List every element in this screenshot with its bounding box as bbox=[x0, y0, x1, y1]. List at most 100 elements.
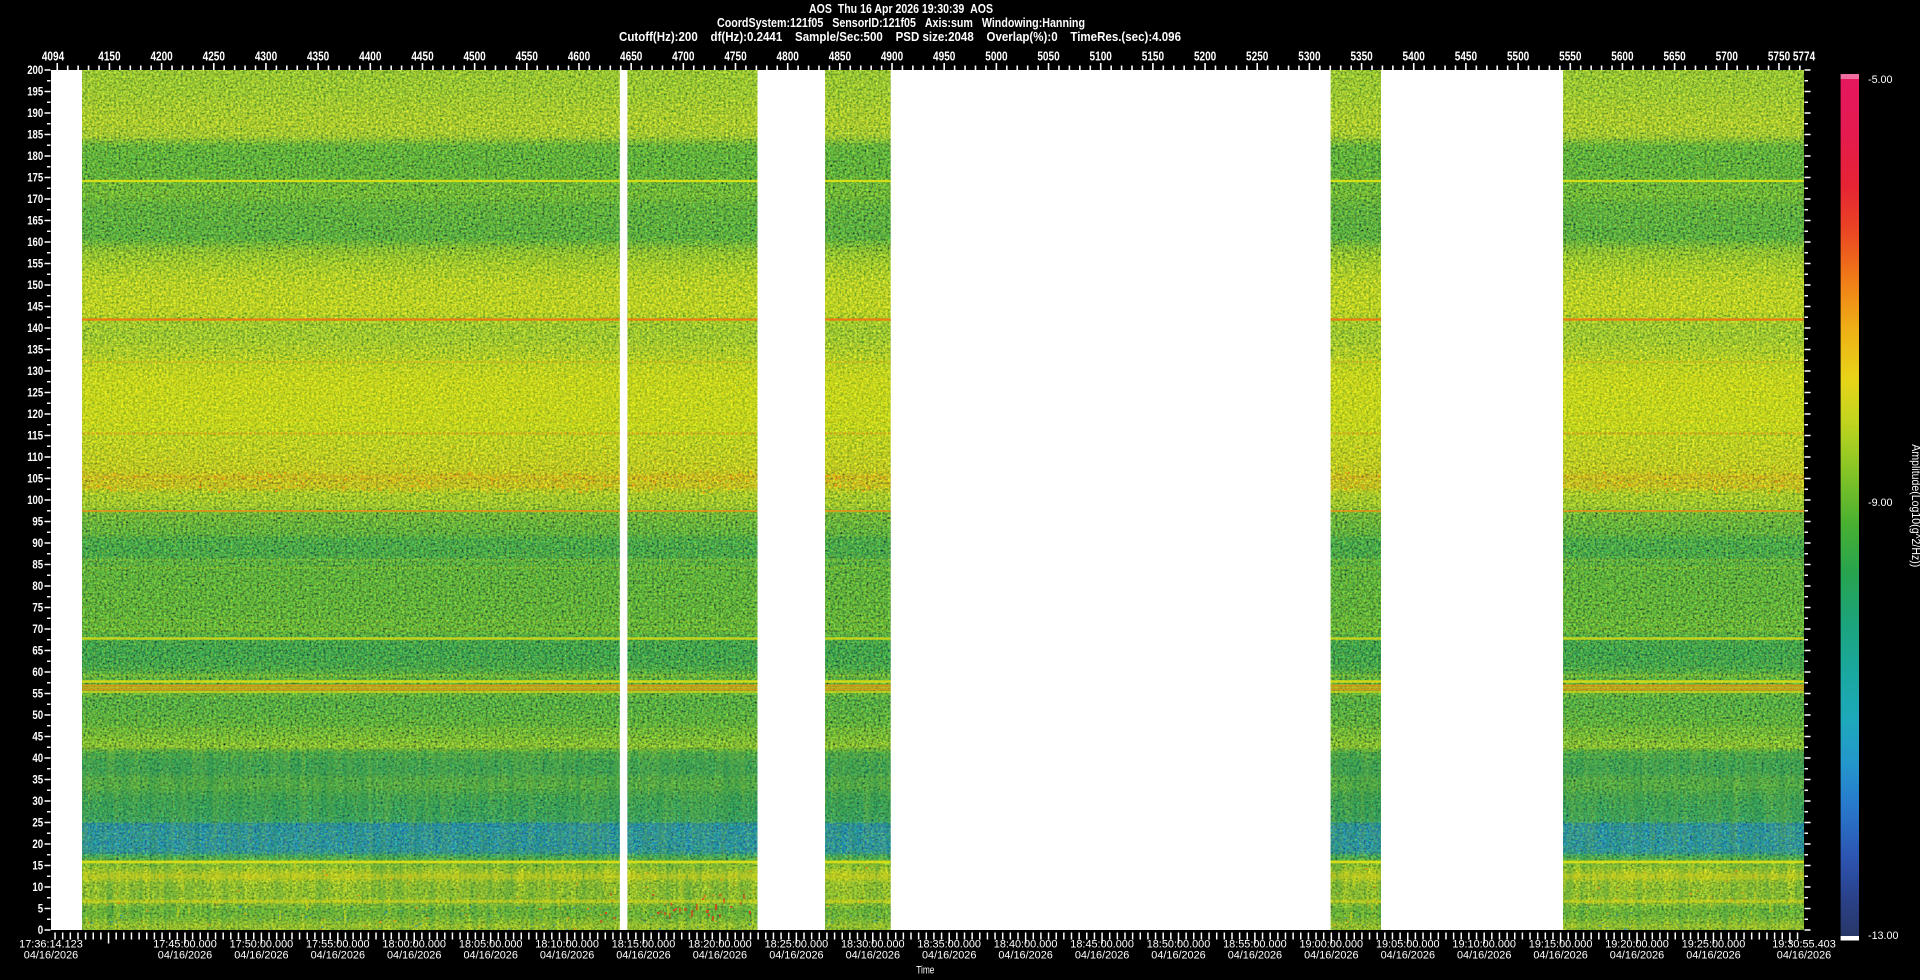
svg-text:65: 65 bbox=[32, 644, 43, 658]
svg-text:4094: 4094 bbox=[42, 50, 64, 64]
svg-text:5200: 5200 bbox=[1194, 50, 1216, 64]
svg-text:18:40:00.000: 18:40:00.000 bbox=[994, 939, 1058, 951]
svg-text:04/16/2026: 04/16/2026 bbox=[769, 950, 823, 962]
svg-text:115: 115 bbox=[27, 429, 43, 443]
svg-text:10: 10 bbox=[32, 880, 43, 894]
svg-text:150: 150 bbox=[27, 278, 43, 292]
svg-text:170: 170 bbox=[27, 192, 43, 206]
svg-text:Time: Time bbox=[916, 965, 934, 977]
svg-text:200: 200 bbox=[27, 63, 43, 77]
svg-text:70: 70 bbox=[32, 622, 43, 636]
svg-text:18:30:00.000: 18:30:00.000 bbox=[841, 939, 905, 951]
svg-text:190: 190 bbox=[27, 106, 43, 120]
svg-text:100: 100 bbox=[27, 493, 43, 507]
svg-text:45: 45 bbox=[32, 730, 43, 744]
svg-text:19:05:00.000: 19:05:00.000 bbox=[1376, 939, 1440, 951]
svg-text:Amplitude(Log10(g^2/Hz)): Amplitude(Log10(g^2/Hz)) bbox=[1909, 444, 1920, 567]
svg-text:4550: 4550 bbox=[516, 50, 538, 64]
svg-text:175: 175 bbox=[27, 171, 43, 185]
svg-text:4700: 4700 bbox=[672, 50, 694, 64]
svg-text:4900: 4900 bbox=[881, 50, 903, 64]
svg-text:120: 120 bbox=[27, 407, 43, 421]
svg-text:17:45:00.000: 17:45:00.000 bbox=[153, 939, 217, 951]
svg-text:18:15:00.000: 18:15:00.000 bbox=[612, 939, 676, 951]
svg-text:04/16/2026: 04/16/2026 bbox=[1457, 950, 1511, 962]
svg-text:5300: 5300 bbox=[1298, 50, 1320, 64]
svg-text:165: 165 bbox=[27, 214, 43, 228]
svg-text:04/16/2026: 04/16/2026 bbox=[1151, 950, 1205, 962]
svg-text:04/16/2026: 04/16/2026 bbox=[24, 950, 78, 962]
svg-text:5450: 5450 bbox=[1455, 50, 1477, 64]
svg-text:04/16/2026: 04/16/2026 bbox=[311, 950, 365, 962]
svg-text:130: 130 bbox=[27, 364, 43, 378]
svg-text:4150: 4150 bbox=[98, 50, 120, 64]
svg-text:155: 155 bbox=[27, 257, 43, 271]
svg-text:4800: 4800 bbox=[777, 50, 799, 64]
svg-text:145: 145 bbox=[27, 300, 43, 314]
svg-text:18:35:00.000: 18:35:00.000 bbox=[917, 939, 981, 951]
svg-text:04/16/2026: 04/16/2026 bbox=[1075, 950, 1129, 962]
svg-text:19:10:00.000: 19:10:00.000 bbox=[1452, 939, 1516, 951]
svg-text:4300: 4300 bbox=[255, 50, 277, 64]
svg-text:5150: 5150 bbox=[1142, 50, 1164, 64]
svg-text:5100: 5100 bbox=[1090, 50, 1112, 64]
svg-text:135: 135 bbox=[27, 343, 43, 357]
svg-text:160: 160 bbox=[27, 235, 43, 249]
svg-text:125: 125 bbox=[27, 386, 43, 400]
svg-text:04/16/2026: 04/16/2026 bbox=[1686, 950, 1740, 962]
svg-text:5250: 5250 bbox=[1246, 50, 1268, 64]
svg-text:4650: 4650 bbox=[620, 50, 642, 64]
svg-text:85: 85 bbox=[32, 558, 43, 572]
svg-text:90: 90 bbox=[32, 536, 43, 550]
svg-text:17:50:00.000: 17:50:00.000 bbox=[230, 939, 294, 951]
svg-text:04/16/2026: 04/16/2026 bbox=[846, 950, 900, 962]
svg-text:04/16/2026: 04/16/2026 bbox=[616, 950, 670, 962]
svg-text:17:55:00.000: 17:55:00.000 bbox=[306, 939, 370, 951]
svg-text:04/16/2026: 04/16/2026 bbox=[1777, 950, 1831, 962]
svg-text:4500: 4500 bbox=[463, 50, 485, 64]
svg-text:5774: 5774 bbox=[1793, 50, 1815, 64]
svg-text:-5.00: -5.00 bbox=[1868, 74, 1893, 86]
svg-text:5000: 5000 bbox=[985, 50, 1007, 64]
svg-text:04/16/2026: 04/16/2026 bbox=[922, 950, 976, 962]
svg-text:5750: 5750 bbox=[1768, 50, 1790, 64]
svg-text:18:10:00.000: 18:10:00.000 bbox=[535, 939, 599, 951]
svg-text:195: 195 bbox=[27, 85, 43, 99]
svg-text:18:00:00.000: 18:00:00.000 bbox=[382, 939, 446, 951]
svg-text:5400: 5400 bbox=[1403, 50, 1425, 64]
svg-text:55: 55 bbox=[32, 687, 43, 701]
svg-text:04/16/2026: 04/16/2026 bbox=[1533, 950, 1587, 962]
svg-text:5050: 5050 bbox=[1037, 50, 1059, 64]
svg-text:4950: 4950 bbox=[933, 50, 955, 64]
svg-text:140: 140 bbox=[27, 321, 43, 335]
svg-text:4850: 4850 bbox=[829, 50, 851, 64]
svg-text:4200: 4200 bbox=[150, 50, 172, 64]
svg-text:18:50:00.000: 18:50:00.000 bbox=[1147, 939, 1211, 951]
svg-text:4750: 4750 bbox=[724, 50, 746, 64]
svg-text:4400: 4400 bbox=[359, 50, 381, 64]
svg-text:CoordSystem:121f05 SensorID:: CoordSystem:121f05 SensorID:121f05 Axis:… bbox=[717, 15, 1085, 30]
svg-text:04/16/2026: 04/16/2026 bbox=[1304, 950, 1358, 962]
svg-text:04/16/2026: 04/16/2026 bbox=[1610, 950, 1664, 962]
svg-text:18:45:00.000: 18:45:00.000 bbox=[1070, 939, 1134, 951]
svg-text:19:20:00.000: 19:20:00.000 bbox=[1605, 939, 1669, 951]
svg-text:AOS Thu 16 Apr 2026 19:30:39: AOS Thu 16 Apr 2026 19:30:39 AOS bbox=[809, 1, 993, 16]
svg-text:5350: 5350 bbox=[1350, 50, 1372, 64]
svg-text:19:30:55.403: 19:30:55.403 bbox=[1772, 939, 1836, 951]
svg-text:15: 15 bbox=[32, 859, 43, 873]
svg-text:19:15:00.000: 19:15:00.000 bbox=[1529, 939, 1593, 951]
svg-text:60: 60 bbox=[32, 665, 43, 679]
svg-text:110: 110 bbox=[27, 450, 43, 464]
svg-text:04/16/2026: 04/16/2026 bbox=[1381, 950, 1435, 962]
svg-text:19:25:00.000: 19:25:00.000 bbox=[1682, 939, 1746, 951]
svg-text:04/16/2026: 04/16/2026 bbox=[1228, 950, 1282, 962]
svg-text:40: 40 bbox=[32, 751, 43, 765]
svg-text:-13.00: -13.00 bbox=[1868, 930, 1899, 942]
svg-text:04/16/2026: 04/16/2026 bbox=[540, 950, 594, 962]
svg-text:04/16/2026: 04/16/2026 bbox=[998, 950, 1052, 962]
svg-text:4600: 4600 bbox=[568, 50, 590, 64]
svg-text:4350: 4350 bbox=[307, 50, 329, 64]
svg-text:75: 75 bbox=[32, 601, 43, 615]
svg-text:18:25:00.000: 18:25:00.000 bbox=[765, 939, 829, 951]
svg-text:35: 35 bbox=[32, 773, 43, 787]
